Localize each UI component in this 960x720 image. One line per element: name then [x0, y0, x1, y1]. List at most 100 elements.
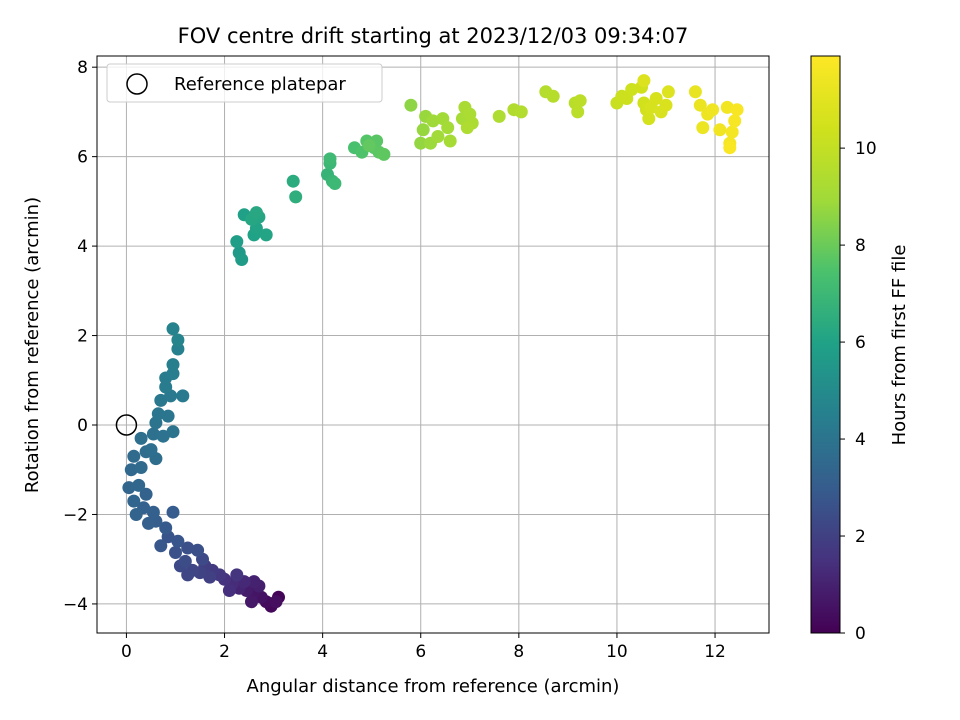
data-point [129, 508, 143, 521]
data-point [661, 85, 675, 99]
data-point [230, 235, 244, 249]
data-point [181, 541, 195, 555]
data-point [146, 505, 160, 519]
data-point [328, 177, 342, 190]
data-point [134, 461, 148, 474]
data-point [127, 449, 141, 463]
y-axis-ticks: −4 −2 0 2 4 6 8 [63, 58, 97, 615]
data-point [414, 136, 428, 150]
colorbar-tick-label: 10 [855, 139, 877, 159]
data-point [362, 139, 376, 152]
data-point [404, 98, 418, 112]
y-axis-label: Rotation from reference (arcmin) [22, 197, 43, 493]
data-point [171, 342, 185, 356]
y-tick-label: 2 [77, 327, 88, 347]
data-point [637, 74, 651, 88]
data-point [642, 112, 656, 126]
colorbar-label: Hours from first FF file [889, 245, 910, 446]
y-tick-label: 4 [77, 237, 88, 257]
data-point [154, 539, 168, 553]
legend: Reference platepar [106, 63, 383, 103]
data-point [171, 333, 185, 347]
data-point [693, 98, 707, 112]
data-point [323, 152, 337, 166]
colorbar-tick-label: 0 [855, 624, 866, 644]
data-point [514, 105, 528, 119]
data-point [230, 568, 244, 582]
data-point [146, 427, 160, 441]
data-point [730, 103, 744, 117]
data-point [286, 174, 300, 188]
colorbar-tick-label: 8 [855, 236, 866, 256]
x-tick-label: 10 [606, 642, 628, 662]
x-tick-label: 0 [121, 642, 132, 662]
data-point [161, 409, 175, 423]
y-tick-label: 8 [77, 58, 88, 78]
data-point [289, 190, 303, 204]
x-axis-ticks: 0 2 4 6 8 10 12 [121, 633, 726, 662]
data-points [122, 74, 744, 613]
data-point [713, 123, 727, 137]
legend-reference-marker [126, 73, 148, 95]
data-point [203, 570, 217, 584]
x-tick-label: 4 [317, 642, 328, 662]
data-point [178, 554, 192, 568]
data-point [169, 546, 182, 559]
y-tick-label: −2 [63, 505, 88, 525]
data-point [725, 125, 739, 139]
data-point [124, 463, 138, 477]
data-point [166, 367, 180, 381]
data-point [571, 105, 585, 119]
colorbar-ticks: 0 2 4 6 8 10 [840, 139, 877, 644]
data-point [134, 431, 148, 445]
colorbar-tick-label: 4 [855, 430, 866, 450]
x-tick-label: 8 [513, 642, 524, 662]
x-tick-label: 12 [704, 642, 726, 662]
data-point [222, 584, 236, 597]
data-point [460, 121, 474, 135]
data-point [259, 228, 273, 242]
data-point [625, 83, 639, 96]
data-point [156, 429, 170, 443]
data-point [688, 85, 702, 99]
colorbar-tick-label: 6 [855, 333, 866, 353]
data-point [416, 123, 430, 137]
data-point [151, 407, 165, 421]
data-point [441, 121, 455, 135]
data-point [142, 516, 155, 530]
x-axis-label: Angular distance from reference (arcmin) [247, 676, 620, 697]
data-point [443, 134, 457, 148]
data-point [269, 595, 283, 609]
data-point [154, 393, 168, 407]
legend-box [106, 63, 383, 103]
data-point [181, 568, 195, 582]
chart-title: FOV centre drift starting at 2023/12/03 … [178, 24, 689, 48]
data-point [144, 443, 158, 457]
x-tick-label: 6 [415, 642, 426, 662]
data-point [139, 487, 153, 501]
legend-entry-reference: Reference platepar [174, 74, 346, 95]
data-point [728, 114, 742, 128]
data-point [426, 114, 440, 128]
colorbar: 0 2 4 6 8 10 Hours from first FF file [810, 55, 910, 644]
data-point [176, 389, 190, 403]
data-point [249, 206, 263, 220]
data-point [122, 481, 136, 495]
data-point [171, 534, 185, 548]
data-point [431, 130, 445, 143]
data-point [159, 380, 173, 394]
data-point [245, 595, 258, 609]
x-tick-label: 2 [219, 642, 230, 662]
colorbar-gradient [810, 55, 841, 634]
data-point [166, 358, 180, 372]
grid-lines [97, 56, 769, 633]
data-point [649, 92, 663, 105]
data-point [546, 89, 560, 103]
data-point [377, 147, 391, 161]
data-point [706, 103, 720, 117]
data-point [166, 322, 180, 336]
data-point [127, 494, 141, 508]
reference-platepar-marker [115, 414, 138, 436]
y-tick-label: 6 [77, 148, 88, 168]
data-point [723, 141, 737, 155]
